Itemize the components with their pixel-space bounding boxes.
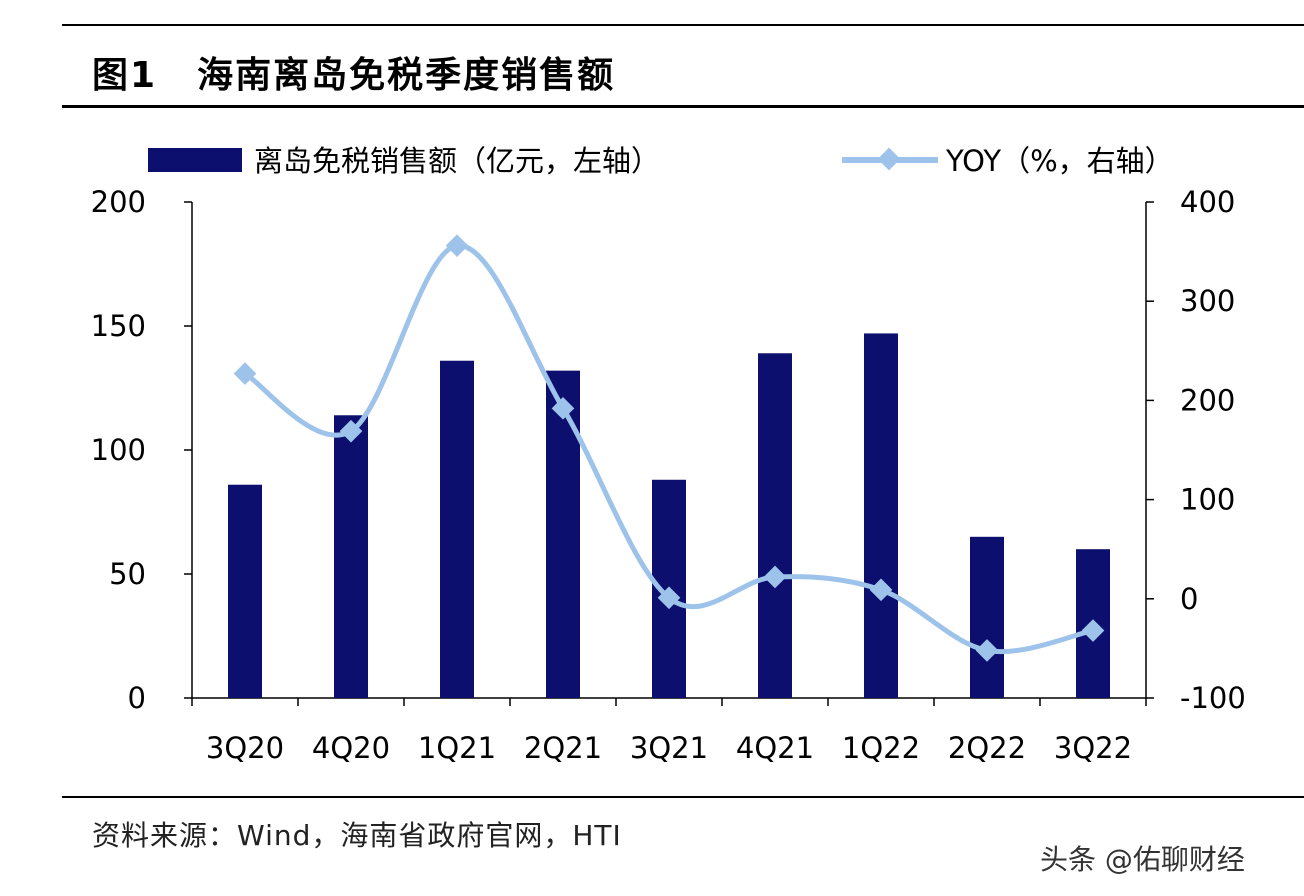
legend-line-marker xyxy=(877,147,901,171)
right-tick-label: 300 xyxy=(1180,284,1235,318)
right-tick-label: -100 xyxy=(1180,681,1246,715)
x-tick-label: 1Q22 xyxy=(842,731,920,765)
title-text: 海南离岛免税季度销售额 xyxy=(197,55,616,96)
title-rule xyxy=(62,105,1304,108)
bottom-rule xyxy=(62,796,1304,798)
bar xyxy=(864,333,898,698)
bar xyxy=(228,484,262,698)
right-tick-label: 0 xyxy=(1180,582,1198,616)
left-tick-label: 150 xyxy=(91,309,146,343)
figure-number: 图1 xyxy=(92,55,158,96)
x-tick-label: 3Q20 xyxy=(206,731,284,765)
legend-line-label: YOY（%，右轴） xyxy=(945,144,1174,178)
left-tick-label: 50 xyxy=(109,557,146,591)
bar xyxy=(440,360,474,698)
chart-title: 图1 海南离岛免税季度销售额 xyxy=(92,46,615,98)
bar xyxy=(546,370,580,698)
x-tick-label: 3Q21 xyxy=(630,731,708,765)
right-tick-label: 400 xyxy=(1180,185,1235,219)
yoy-marker xyxy=(1081,619,1105,642)
x-tick-label: 3Q22 xyxy=(1054,731,1132,765)
top-rule xyxy=(62,24,1304,26)
right-tick-label: 200 xyxy=(1180,383,1235,417)
watermark: 头条 @佑聊财经 xyxy=(1040,843,1245,876)
x-tick-label: 4Q20 xyxy=(312,731,390,765)
x-tick-label: 2Q22 xyxy=(948,731,1026,765)
yoy-marker xyxy=(551,397,575,420)
bar xyxy=(758,353,792,698)
x-tick-label: 2Q21 xyxy=(524,731,602,765)
left-tick-label: 100 xyxy=(91,433,146,467)
yoy-marker xyxy=(869,578,893,602)
right-tick-label: 100 xyxy=(1180,483,1235,517)
yoy-marker xyxy=(975,639,999,662)
x-tick-label: 4Q21 xyxy=(736,731,814,765)
yoy-marker xyxy=(445,234,469,257)
yoy-marker xyxy=(657,586,681,610)
left-tick-label: 200 xyxy=(91,185,146,219)
legend: 离岛免税销售额（亿元，左轴） YOY（%，右轴） xyxy=(148,144,1174,178)
left-tick-label: 0 xyxy=(128,681,146,715)
yoy-line xyxy=(242,243,1096,655)
legend-bar-label: 离岛免税销售额（亿元，左轴） xyxy=(254,144,660,178)
yoy-marker xyxy=(763,565,787,589)
bar xyxy=(334,415,368,698)
source-note: 资料来源：Wind，海南省政府官网，HTI xyxy=(92,819,622,852)
x-tick-label: 1Q21 xyxy=(418,731,496,765)
bar xyxy=(970,536,1004,698)
yoy-marker xyxy=(339,419,363,443)
legend-bar-swatch xyxy=(148,148,242,172)
